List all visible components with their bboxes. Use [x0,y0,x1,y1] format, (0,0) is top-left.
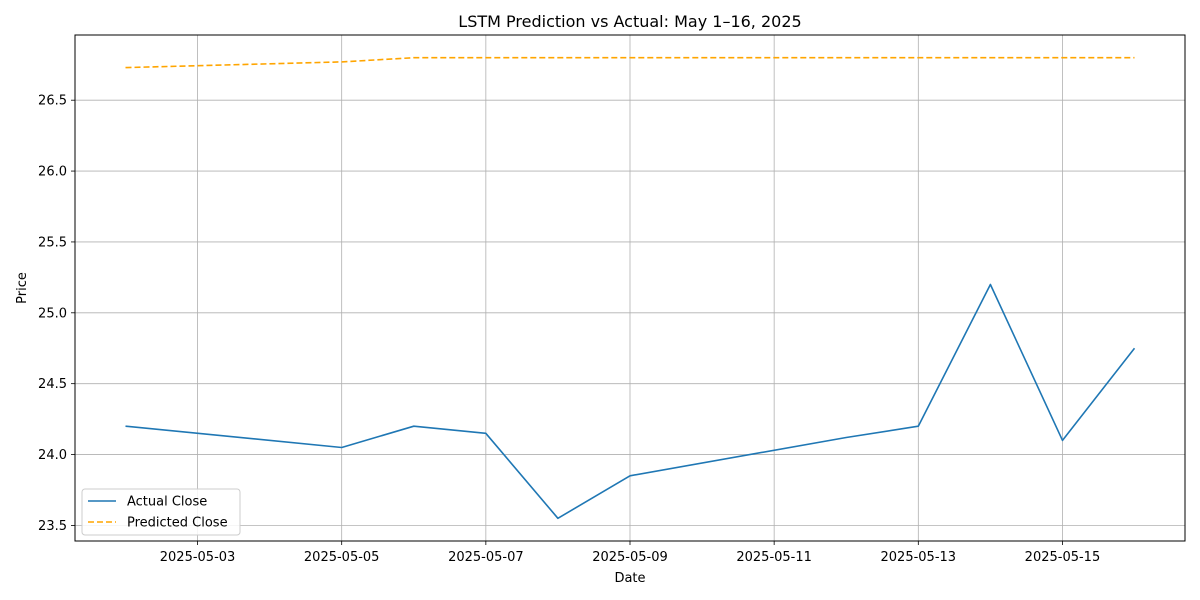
x-tick-label: 2025-05-13 [881,550,957,565]
legend-label: Actual Close [127,495,207,510]
legend: Actual Close Predicted Close [81,488,241,536]
y-tick-label: 24.5 [38,377,67,392]
x-tick-label: 2025-05-03 [160,550,236,565]
x-tick-label: 2025-05-15 [1025,550,1101,565]
y-tick-label: 26.0 [38,165,67,180]
x-tick-label: 2025-05-09 [592,550,668,565]
legend-box [81,488,241,536]
series-line-predicted-close [125,56,1135,69]
y-axis-ticks: 23.5 24.0 24.5 25.0 25.5 26.0 26.5 [38,94,75,534]
legend-label: Predicted Close [127,516,228,531]
x-tick-label: 2025-05-11 [736,550,812,565]
x-tick-label: 2025-05-07 [448,550,524,565]
y-tick-label: 25.0 [38,306,67,321]
x-axis-ticks: 2025-05-03 2025-05-05 2025-05-07 2025-05-09… [160,541,1100,565]
series-line-actual-close [125,283,1136,520]
chart-title: LSTM Prediction vs Actual: May 1–16, 202… [458,12,801,31]
y-axis-label: Price [15,272,30,304]
x-axis-label: Date [614,571,645,586]
grid [75,35,1185,541]
y-tick-label: 26.5 [38,94,67,109]
y-tick-label: 23.5 [38,519,67,534]
y-tick-label: 25.5 [38,235,67,250]
series-layer [125,56,1136,520]
y-tick-label: 24.0 [38,448,67,463]
x-tick-label: 2025-05-05 [304,550,380,565]
